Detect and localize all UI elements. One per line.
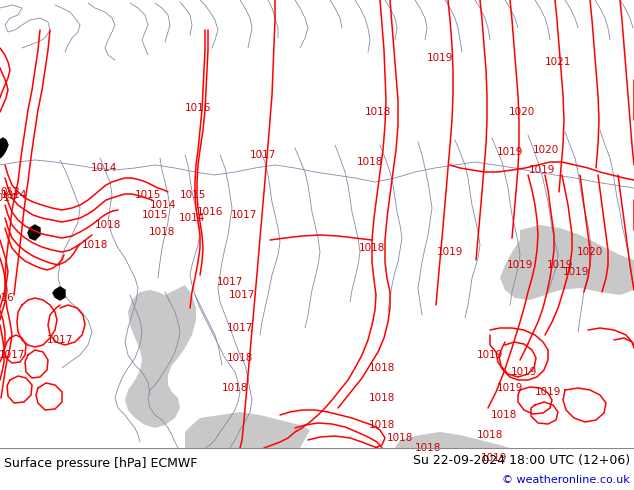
Text: © weatheronline.co.uk: © weatheronline.co.uk [502,474,630,485]
Text: 1018: 1018 [387,433,413,443]
Text: 1018: 1018 [222,383,248,393]
Text: 1020: 1020 [533,145,559,155]
Text: 1014: 1014 [91,163,117,173]
Text: 1019: 1019 [497,147,523,157]
Text: 1018: 1018 [369,363,395,373]
Text: 1019: 1019 [507,260,533,270]
Text: 1019: 1019 [481,453,507,463]
Polygon shape [28,225,40,240]
Text: 1018: 1018 [369,420,395,430]
Text: 1017: 1017 [231,210,257,220]
Text: 1018: 1018 [359,243,385,253]
Text: 1014: 1014 [150,200,176,210]
Polygon shape [395,432,510,448]
Text: 1020: 1020 [577,247,603,257]
Text: 1018: 1018 [82,240,108,250]
Text: 1018: 1018 [365,107,391,117]
Text: 1015: 1015 [142,210,168,220]
Text: 1019: 1019 [497,383,523,393]
Text: 1019: 1019 [547,260,573,270]
Text: 1016: 1016 [185,103,211,113]
Text: 1018: 1018 [227,353,253,363]
Text: 1019: 1019 [535,387,561,397]
Text: 1021: 1021 [545,57,571,67]
Text: 1019: 1019 [511,367,537,377]
Polygon shape [125,285,196,428]
Polygon shape [185,412,310,448]
Text: 1019: 1019 [477,350,503,360]
Text: 1019: 1019 [427,53,453,63]
Text: 1020: 1020 [509,107,535,117]
Text: 1018: 1018 [477,430,503,440]
Text: 013: 013 [0,187,20,197]
Polygon shape [500,225,634,300]
Text: 1018: 1018 [415,443,441,453]
Text: 1017: 1017 [250,150,276,160]
Text: 1018: 1018 [369,393,395,403]
Text: Surface pressure [hPa] ECMWF: Surface pressure [hPa] ECMWF [4,458,197,470]
Text: 1018: 1018 [357,157,383,167]
Text: 1017: 1017 [229,290,256,300]
Text: 1018: 1018 [95,220,121,230]
Polygon shape [0,138,8,158]
Text: 1016: 1016 [197,207,223,217]
Text: 1017: 1017 [227,323,253,333]
Text: 1019: 1019 [437,247,463,257]
Text: 1018: 1018 [491,410,517,420]
Text: 1017: 1017 [0,350,25,360]
Text: 016: 016 [0,293,14,303]
Polygon shape [53,287,65,300]
Text: 1019: 1019 [563,267,589,277]
Text: 1018: 1018 [149,227,175,237]
Text: Su 22-09-2024 18:00 UTC (12+06): Su 22-09-2024 18:00 UTC (12+06) [413,454,630,467]
Text: 1019: 1019 [529,165,555,175]
Text: 1014: 1014 [1,190,27,200]
Text: 1014: 1014 [179,213,205,223]
Text: 1014: 1014 [0,193,17,203]
Text: 1015: 1015 [180,190,206,200]
Text: 1015: 1015 [135,190,161,200]
Text: 1017: 1017 [47,335,73,345]
Text: 1017: 1017 [217,277,243,287]
